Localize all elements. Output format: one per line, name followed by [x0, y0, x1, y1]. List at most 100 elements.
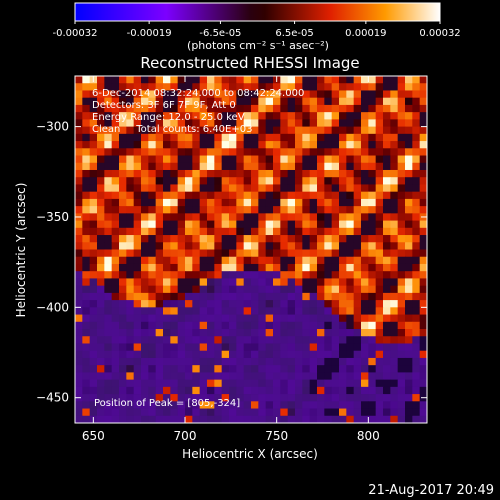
heatmap-pixel [375, 133, 384, 142]
heatmap-pixel [324, 177, 333, 185]
heatmap-pixel [141, 401, 149, 409]
heatmap-pixel [126, 83, 135, 91]
heatmap-pixel [199, 365, 208, 373]
heatmap-pixel [353, 148, 362, 156]
heatmap-pixel [280, 285, 289, 294]
heatmap-pixel [185, 401, 193, 409]
heatmap-pixel [221, 83, 230, 91]
heatmap-pixel [236, 169, 245, 178]
heatmap-pixel [412, 169, 421, 178]
heatmap-pixel [324, 300, 333, 308]
heatmap-pixel [346, 357, 355, 366]
heatmap-pixel [258, 198, 267, 207]
colorbar-tick-label: 0.00019 [345, 28, 386, 39]
heatmap-pixel [397, 177, 406, 185]
heatmap-pixel [192, 415, 201, 424]
heatmap-pixel [155, 235, 164, 243]
heatmap-pixel [155, 256, 164, 265]
heatmap-pixel [273, 300, 281, 308]
heatmap-pixel [251, 372, 259, 381]
heatmap-pixel [229, 213, 237, 221]
heatmap-pixel [141, 379, 149, 388]
heatmap-pixel [199, 336, 208, 344]
heatmap-pixel [346, 408, 355, 417]
heatmap-pixel [309, 119, 318, 128]
heatmap-pixel [375, 177, 384, 185]
heatmap-pixel [405, 90, 413, 99]
heatmap-pixel [192, 263, 201, 272]
heatmap-pixel [339, 90, 347, 99]
heatmap-pixel [155, 350, 164, 359]
heatmap-pixel [317, 372, 325, 381]
heatmap-pixel [119, 126, 127, 135]
heatmap-pixel [126, 314, 135, 323]
heatmap-pixel [141, 227, 149, 236]
heatmap-pixel [339, 314, 347, 323]
heatmap-pixel [185, 256, 193, 265]
heatmap-pixel [133, 198, 142, 207]
heatmap-pixel [397, 300, 406, 308]
heatmap-pixel [214, 300, 223, 308]
heatmap-pixel [397, 314, 406, 323]
heatmap-pixel [368, 307, 377, 315]
heatmap-pixel [324, 97, 333, 106]
heatmap-pixel [236, 386, 245, 395]
heatmap-pixel [375, 271, 384, 279]
heatmap-pixel [133, 155, 142, 164]
heatmap-pixel [236, 227, 245, 236]
heatmap-pixel [221, 401, 230, 409]
colorbar-tick-label: 0.00032 [419, 28, 460, 39]
heatmap-pixel [163, 235, 171, 243]
heatmap-pixel [97, 177, 105, 185]
heatmap-pixel [111, 271, 120, 279]
heatmap-pixel [229, 235, 237, 243]
heatmap-pixel [361, 133, 369, 142]
heatmap-pixel [111, 97, 120, 106]
heatmap-pixel [89, 285, 98, 294]
heatmap-pixel [353, 314, 362, 323]
heatmap-pixel [397, 329, 406, 337]
heatmap-pixel [397, 271, 406, 279]
heatmap-pixel [419, 278, 428, 287]
heatmap-pixel [75, 386, 83, 395]
heatmap-pixel [163, 300, 171, 308]
heatmap-pixel [353, 90, 362, 99]
heatmap-pixel [397, 213, 406, 221]
heatmap-pixel [412, 249, 421, 258]
heatmap-pixel [177, 408, 186, 417]
heatmap-pixel [221, 408, 230, 417]
heatmap-pixel [405, 235, 413, 243]
heatmap-pixel [111, 263, 120, 272]
heatmap-pixel [405, 394, 413, 402]
heatmap-pixel [75, 365, 83, 373]
heatmap-pixel [397, 141, 406, 149]
heatmap-pixel [104, 235, 113, 243]
heatmap-pixel [258, 321, 267, 330]
heatmap-pixel [104, 263, 113, 272]
heatmap-pixel [353, 249, 362, 258]
heatmap-pixel [280, 314, 289, 323]
heatmap-pixel [419, 415, 428, 424]
heatmap-pixel [317, 83, 325, 91]
heatmap-pixel [236, 408, 245, 417]
heatmap-pixel [97, 169, 105, 178]
heatmap-pixel [302, 235, 311, 243]
heatmap-pixel [419, 220, 428, 229]
heatmap-pixel [287, 256, 296, 265]
heatmap-pixel [295, 271, 303, 279]
heatmap-pixel [75, 415, 83, 424]
heatmap-pixel [339, 177, 347, 185]
heatmap-pixel [280, 83, 289, 91]
heatmap-pixel [353, 285, 362, 294]
heatmap-pixel [317, 329, 325, 337]
heatmap-pixel [346, 220, 355, 229]
heatmap-pixel [405, 271, 413, 279]
heatmap-pixel [148, 90, 157, 99]
heatmap-pixel [207, 365, 215, 373]
heatmap-pixel [148, 379, 157, 388]
heatmap-pixel [317, 249, 325, 258]
heatmap-pixel [155, 169, 164, 178]
heatmap-pixel [236, 235, 245, 243]
heatmap-pixel [339, 155, 347, 164]
heatmap-pixel [361, 83, 369, 91]
